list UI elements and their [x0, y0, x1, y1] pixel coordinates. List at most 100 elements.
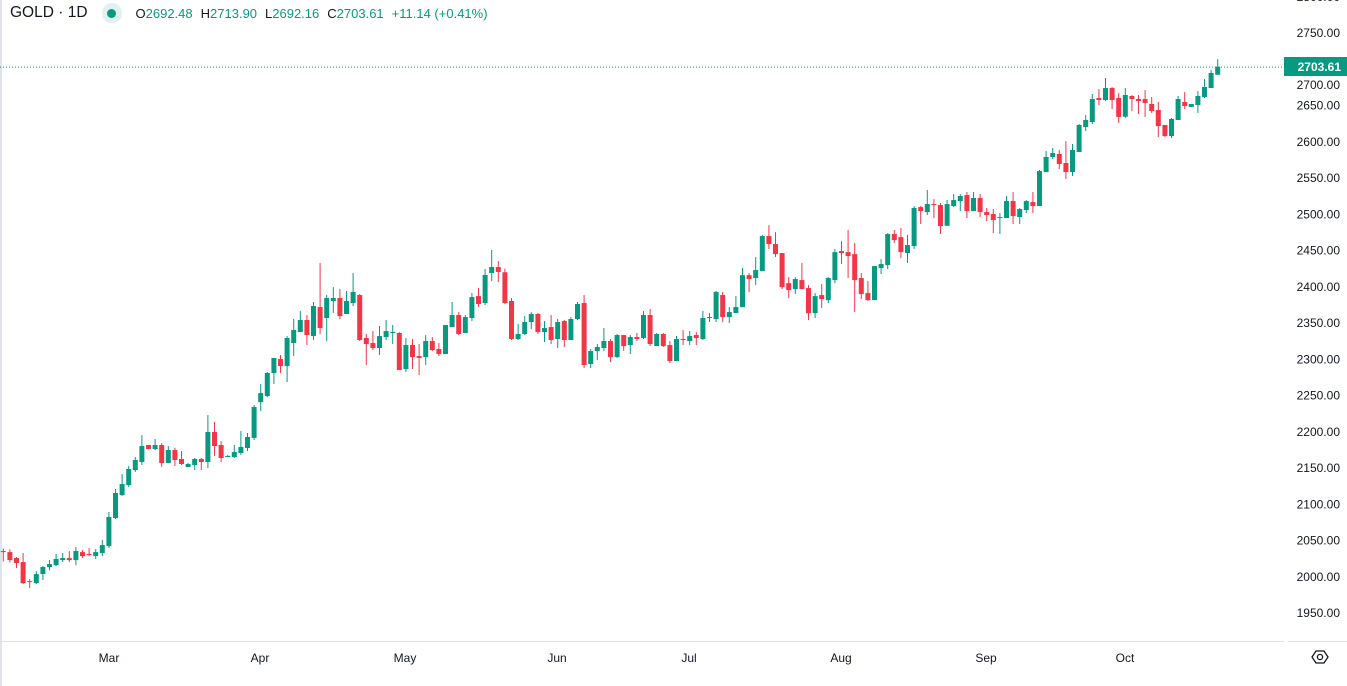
eye-settings-icon[interactable]: [1311, 648, 1329, 666]
candle: [443, 325, 448, 355]
candle: [462, 315, 468, 334]
candle-body: [1142, 98, 1148, 103]
candle: [139, 435, 145, 466]
candle: [568, 317, 574, 341]
price-tick-label: 2600.00: [1297, 135, 1341, 149]
candle: [535, 312, 541, 335]
candle: [608, 339, 613, 363]
candle: [1043, 151, 1049, 173]
candle-body: [344, 301, 349, 315]
candle: [720, 291, 726, 323]
candle-body: [324, 297, 330, 318]
candle: [799, 263, 805, 290]
candle: [898, 228, 904, 259]
candle-body: [502, 272, 508, 303]
candle: [733, 296, 739, 313]
candle: [93, 549, 99, 560]
candle-body: [1109, 88, 1115, 100]
time-tick-label: Jul: [681, 651, 696, 665]
candle-body: [238, 446, 244, 453]
candle-body: [33, 574, 39, 584]
candle: [740, 268, 745, 308]
candle-body: [555, 322, 561, 340]
candle: [984, 208, 990, 222]
candle-body: [548, 327, 554, 341]
candle: [773, 232, 778, 258]
candle: [231, 445, 237, 458]
market-status-icon[interactable]: [101, 3, 122, 23]
candle: [634, 333, 640, 342]
candle-body: [20, 562, 26, 584]
candle: [416, 344, 422, 376]
candle: [436, 343, 442, 357]
candle-body: [1175, 98, 1181, 120]
candle-body: [1155, 109, 1161, 127]
candle-body: [865, 293, 871, 301]
candle: [251, 404, 257, 441]
candle-body: [647, 315, 653, 345]
candle: [779, 253, 785, 290]
candle-body: [264, 373, 270, 397]
candle: [713, 291, 719, 323]
candle: [284, 336, 290, 383]
candle-body: [825, 278, 831, 301]
candle-body: [872, 266, 877, 301]
candle-body: [832, 252, 838, 281]
candle-body: [746, 275, 752, 280]
candle-body: [542, 328, 547, 333]
candle-body: [984, 212, 990, 216]
candle-body: [1182, 102, 1188, 107]
candle-body: [1089, 98, 1095, 123]
candle: [971, 192, 976, 212]
candle-body: [674, 339, 679, 362]
candle: [766, 225, 772, 250]
candle: [99, 540, 105, 557]
candle: [891, 230, 897, 244]
candle-body: [119, 484, 125, 496]
candle: [344, 291, 349, 315]
candle-body: [1215, 66, 1221, 75]
candle-body: [911, 208, 917, 247]
candle: [311, 301, 316, 341]
candle: [858, 273, 864, 300]
candle-body: [469, 297, 475, 318]
candle-body: [1202, 87, 1207, 98]
candle: [1070, 143, 1075, 177]
candle-body: [601, 341, 607, 349]
candle-body: [845, 252, 851, 257]
candle-body: [971, 198, 976, 212]
candle: [839, 241, 844, 265]
candle-body: [449, 315, 455, 328]
candle-body: [113, 493, 118, 519]
candle: [806, 285, 811, 321]
candle: [726, 307, 732, 323]
candle-body: [284, 338, 290, 367]
candle: [1063, 141, 1069, 180]
candle-body: [1043, 156, 1049, 173]
candle-body: [891, 234, 897, 241]
candle: [977, 194, 983, 218]
candle-body: [495, 267, 501, 272]
candle-body: [383, 331, 389, 338]
candle: [383, 320, 389, 341]
time-axis[interactable]: Mar Apr May Jun Jul Aug Sep Oct: [99, 651, 1135, 665]
symbol-title[interactable]: GOLD · 1D: [10, 4, 88, 21]
candle-body: [311, 306, 316, 337]
candle: [1122, 88, 1128, 118]
candle: [60, 553, 66, 563]
candle: [317, 262, 323, 335]
candle-body: [964, 195, 970, 212]
candle: [377, 326, 382, 356]
candle: [489, 249, 495, 282]
price-axis[interactable]: 1950.00 2000.00 2050.00 2100.00 2150.00 2200.…: [1297, 0, 1341, 620]
candle-body: [1149, 103, 1155, 112]
candle-body: [66, 558, 72, 561]
candle-body: [80, 552, 85, 557]
candle-body: [1188, 103, 1194, 107]
low-label: L: [265, 5, 273, 21]
candle-body: [812, 296, 818, 314]
candle: [825, 277, 831, 304]
candle-body: [799, 280, 805, 290]
candle: [469, 292, 475, 322]
